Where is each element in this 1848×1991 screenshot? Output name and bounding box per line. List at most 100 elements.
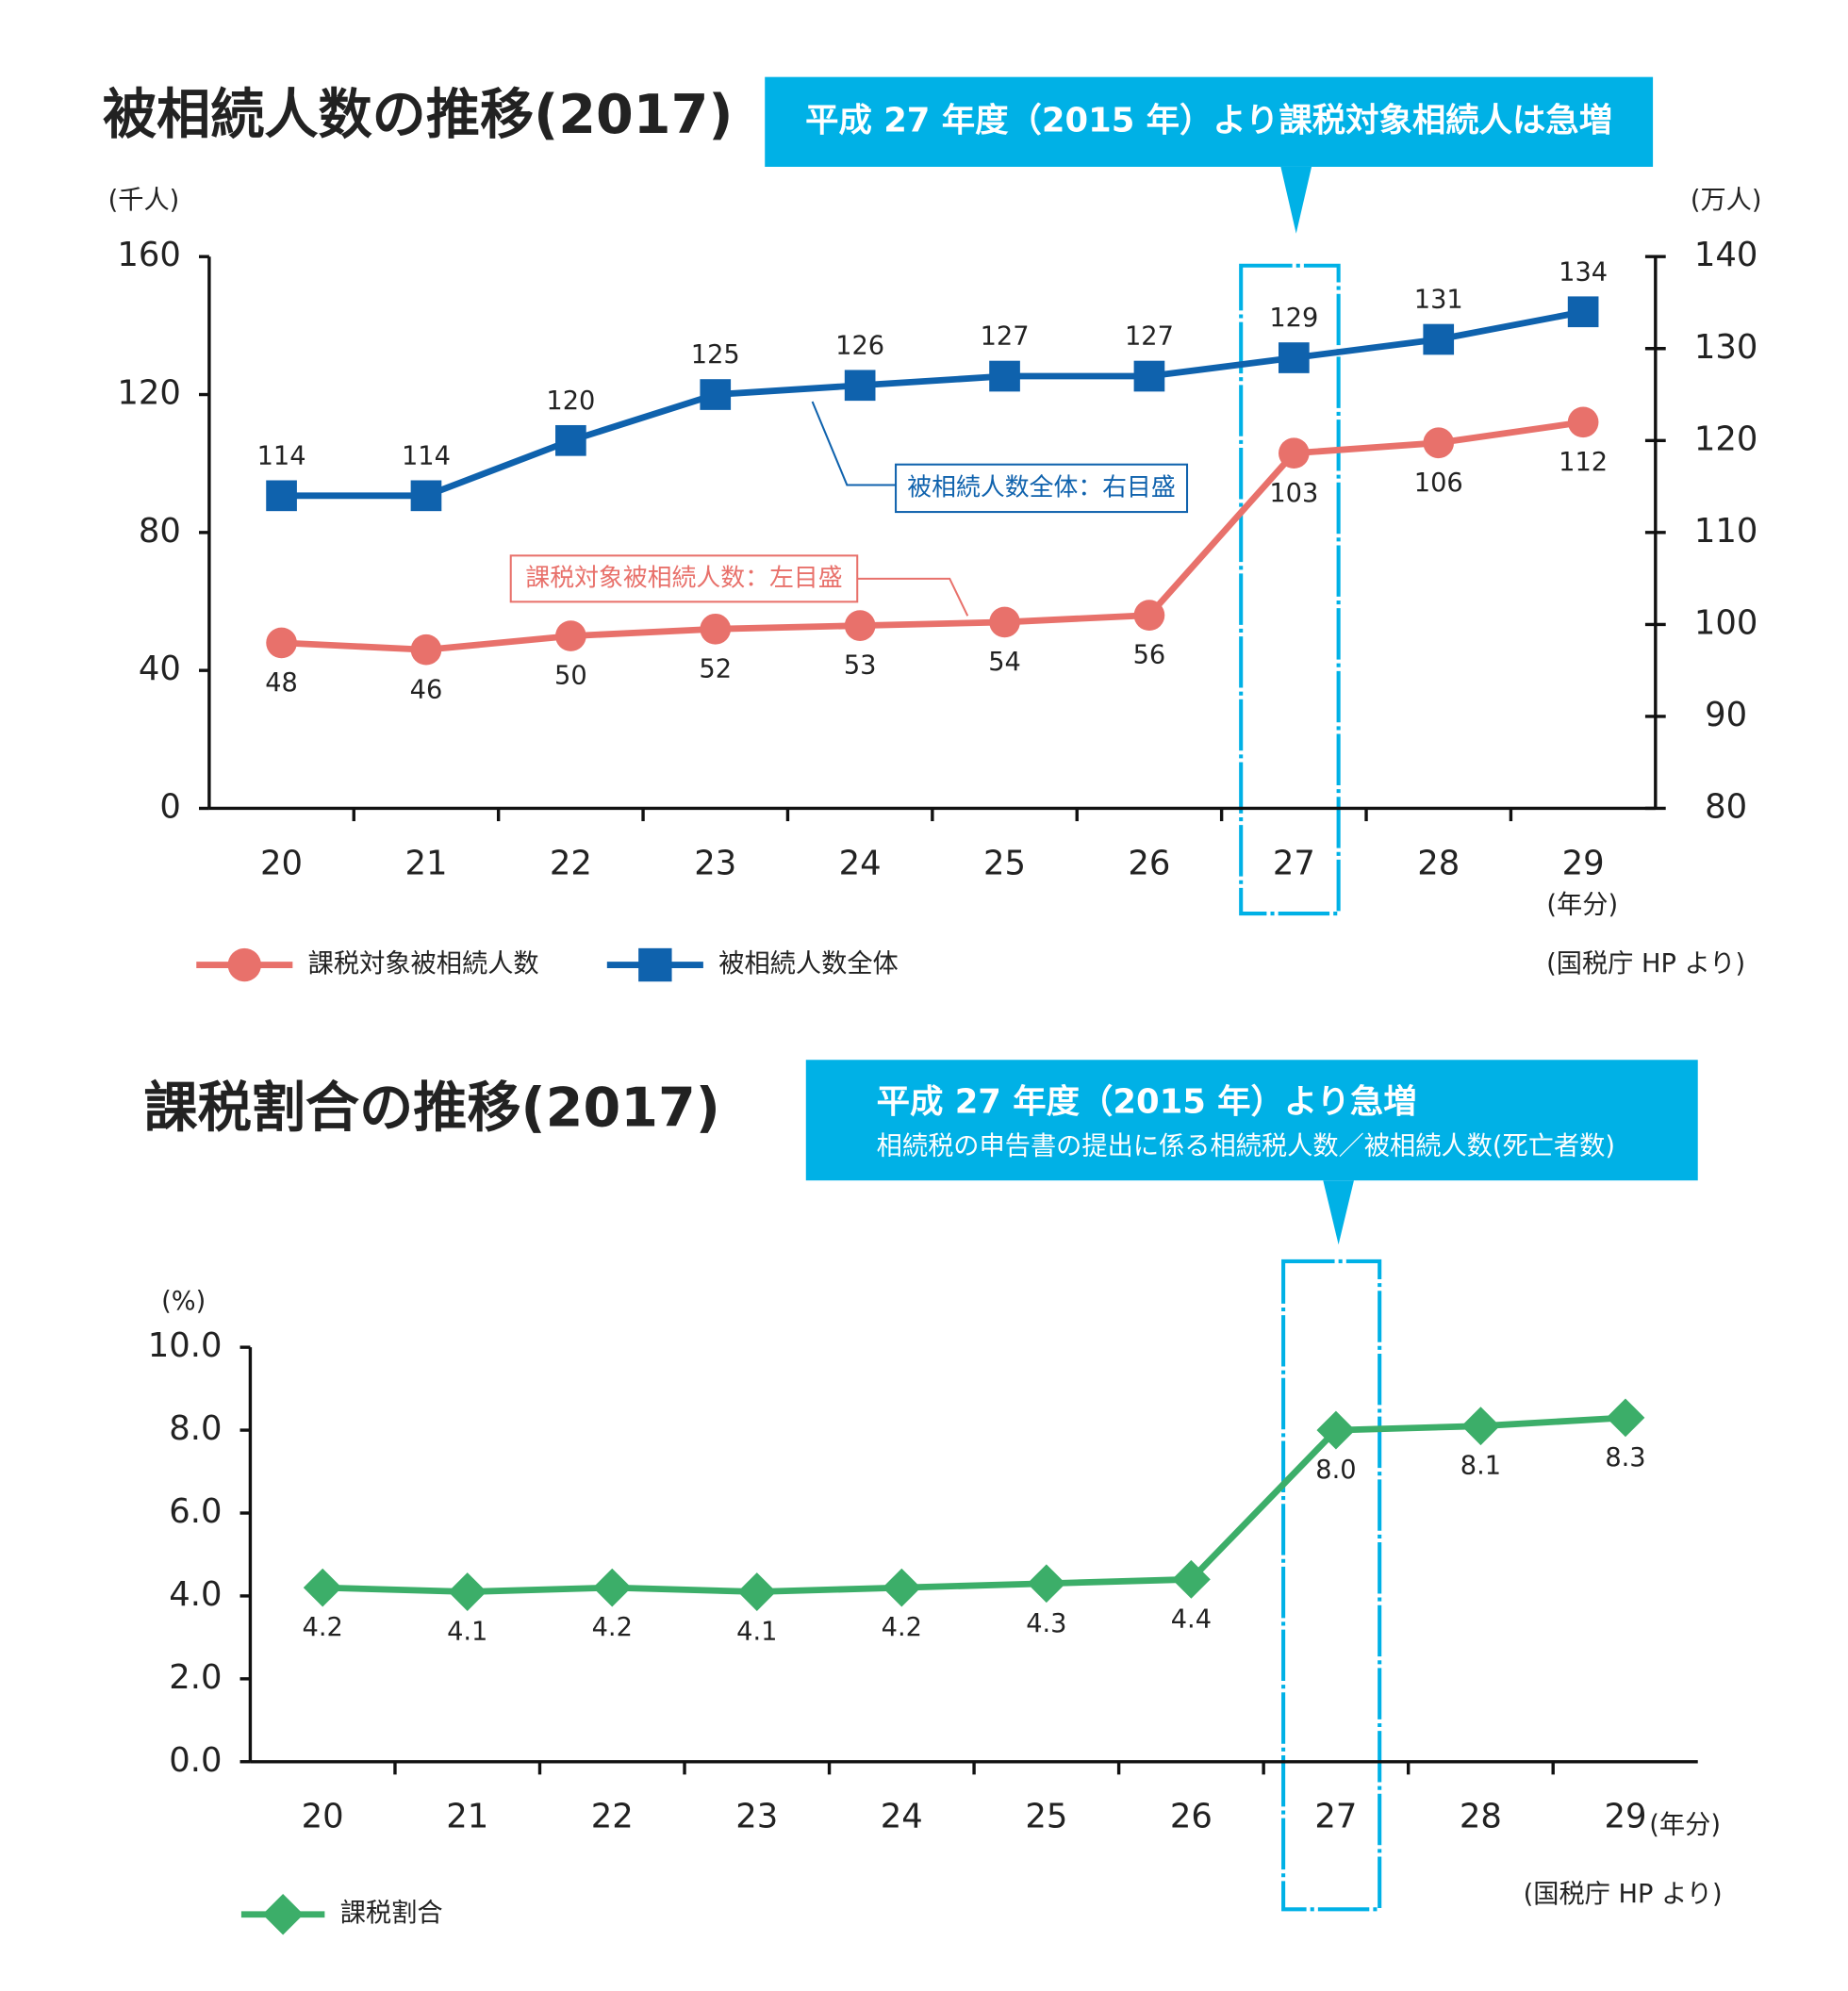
y-tick-label: 4.0 [169,1575,222,1614]
x-tick-label: 23 [735,1798,778,1836]
y-tick-label: 40 [139,650,181,688]
x-tick-label: 28 [1417,844,1460,882]
series-line [281,308,1584,500]
y-tick-label: 6.0 [169,1492,222,1531]
data-label: 50 [554,662,587,691]
data-label: 4.2 [882,1613,922,1642]
marker [700,613,732,645]
annotation: 課税対象被相続人数：左目盛 [525,564,842,592]
data-label: 8.0 [1315,1456,1356,1485]
x-tick-label: 24 [881,1798,923,1836]
x-tick-label: 29 [1604,1798,1646,1836]
marker [1567,296,1599,328]
marker [1316,1410,1356,1450]
x-tick-label: 22 [591,1798,634,1836]
y2-tick-label: 120 [1694,420,1758,458]
y2-tick-label: 100 [1694,603,1758,642]
callout-pointer [1280,166,1312,234]
marker [1133,360,1165,392]
chart-title: 課税割合の推移(2017) [143,1077,719,1139]
x-tick-label: 25 [983,844,1026,882]
x-unit-label: (年分) [1649,1810,1721,1839]
y-tick-label: 0.0 [169,1741,222,1780]
marker [592,1568,632,1607]
x-tick-label: 21 [404,844,447,882]
callout-text: 平成 27 年度（2015 年）より課税対象相続人は急増 [805,101,1612,140]
series-line [322,1414,1626,1595]
marker [1279,342,1310,373]
callout-text: 平成 27 年度（2015 年）より急増 [877,1083,1417,1122]
y2-axis-label: (万人) [1691,186,1762,215]
x-tick-label: 20 [302,1798,344,1836]
callout-box [805,1060,1698,1181]
marker [555,424,586,456]
legend-label: 課税対象被相続人数 [308,949,539,979]
marker [1423,323,1455,355]
y-tick-label: 0 [159,787,181,826]
annotation: 被相続人数全体：右目盛 [907,473,1175,502]
data-label: 114 [257,442,306,471]
x-tick-label: 27 [1314,1798,1357,1836]
x-tick-label: 26 [1128,844,1170,882]
data-label: 52 [699,654,732,683]
marker [882,1568,921,1607]
source-note: (国税庁 HP より) [1524,1880,1723,1909]
data-label: 53 [844,651,877,681]
x-tick-label: 29 [1562,844,1605,882]
annotation-leader [811,401,897,486]
data-label: 129 [1269,304,1318,333]
y-axis-label: (%) [161,1287,206,1316]
data-label: 103 [1269,479,1318,508]
data-label: 134 [1559,257,1608,287]
data-label: 4.1 [447,1618,487,1647]
y2-tick-label: 80 [1705,787,1747,826]
data-label: 114 [402,442,451,471]
marker [1567,406,1599,438]
x-unit-label: (年分) [1546,890,1618,919]
x-tick-label: 22 [550,844,592,882]
x-tick-label: 25 [1025,1798,1067,1836]
marker [989,360,1020,392]
annotation-box [895,463,1189,514]
y2-tick-label: 140 [1694,236,1758,274]
marker [266,480,297,512]
legend-marker [227,947,261,982]
chart-title: 被相続人数の推移(2017) [103,84,734,146]
x-tick-label: 21 [446,1798,488,1836]
marker [448,1572,487,1611]
x-tick-label: 20 [260,844,303,882]
callout-subtitle: 相続税の申告書の提出に係る相続税人数／被相続人数(死亡者数) [877,1131,1615,1160]
data-label: 112 [1559,448,1608,477]
highlight-box [1239,263,1341,916]
marker [700,379,732,410]
marker [1461,1407,1500,1446]
marker [844,610,876,641]
marker [989,606,1020,638]
data-label: 127 [981,322,1030,352]
legend-label: 被相続人数全体 [718,949,899,979]
data-label: 126 [835,331,884,360]
highlight-box [1281,1259,1382,1912]
y2-tick-label: 110 [1694,512,1758,551]
source-note: (国税庁 HP より) [1546,949,1745,979]
y2-tick-label: 130 [1694,328,1758,367]
data-label: 127 [1125,322,1174,352]
y-tick-label: 160 [117,236,181,274]
annotation-leader [857,577,969,617]
y-tick-label: 80 [139,512,181,551]
x-tick-label: 23 [694,844,736,882]
data-label: 4.2 [303,1613,343,1642]
marker [1027,1564,1066,1604]
data-label: 106 [1414,469,1463,498]
data-label: 125 [691,340,740,370]
callout-box [765,76,1654,167]
x-tick-label: 26 [1170,1798,1213,1836]
legend-marker [638,947,672,982]
y-tick-label: 10.0 [148,1326,223,1365]
y-axis-label: (千人) [108,186,180,215]
marker [1606,1398,1645,1438]
y-tick-label: 8.0 [169,1409,222,1448]
annotation-box [509,554,859,603]
